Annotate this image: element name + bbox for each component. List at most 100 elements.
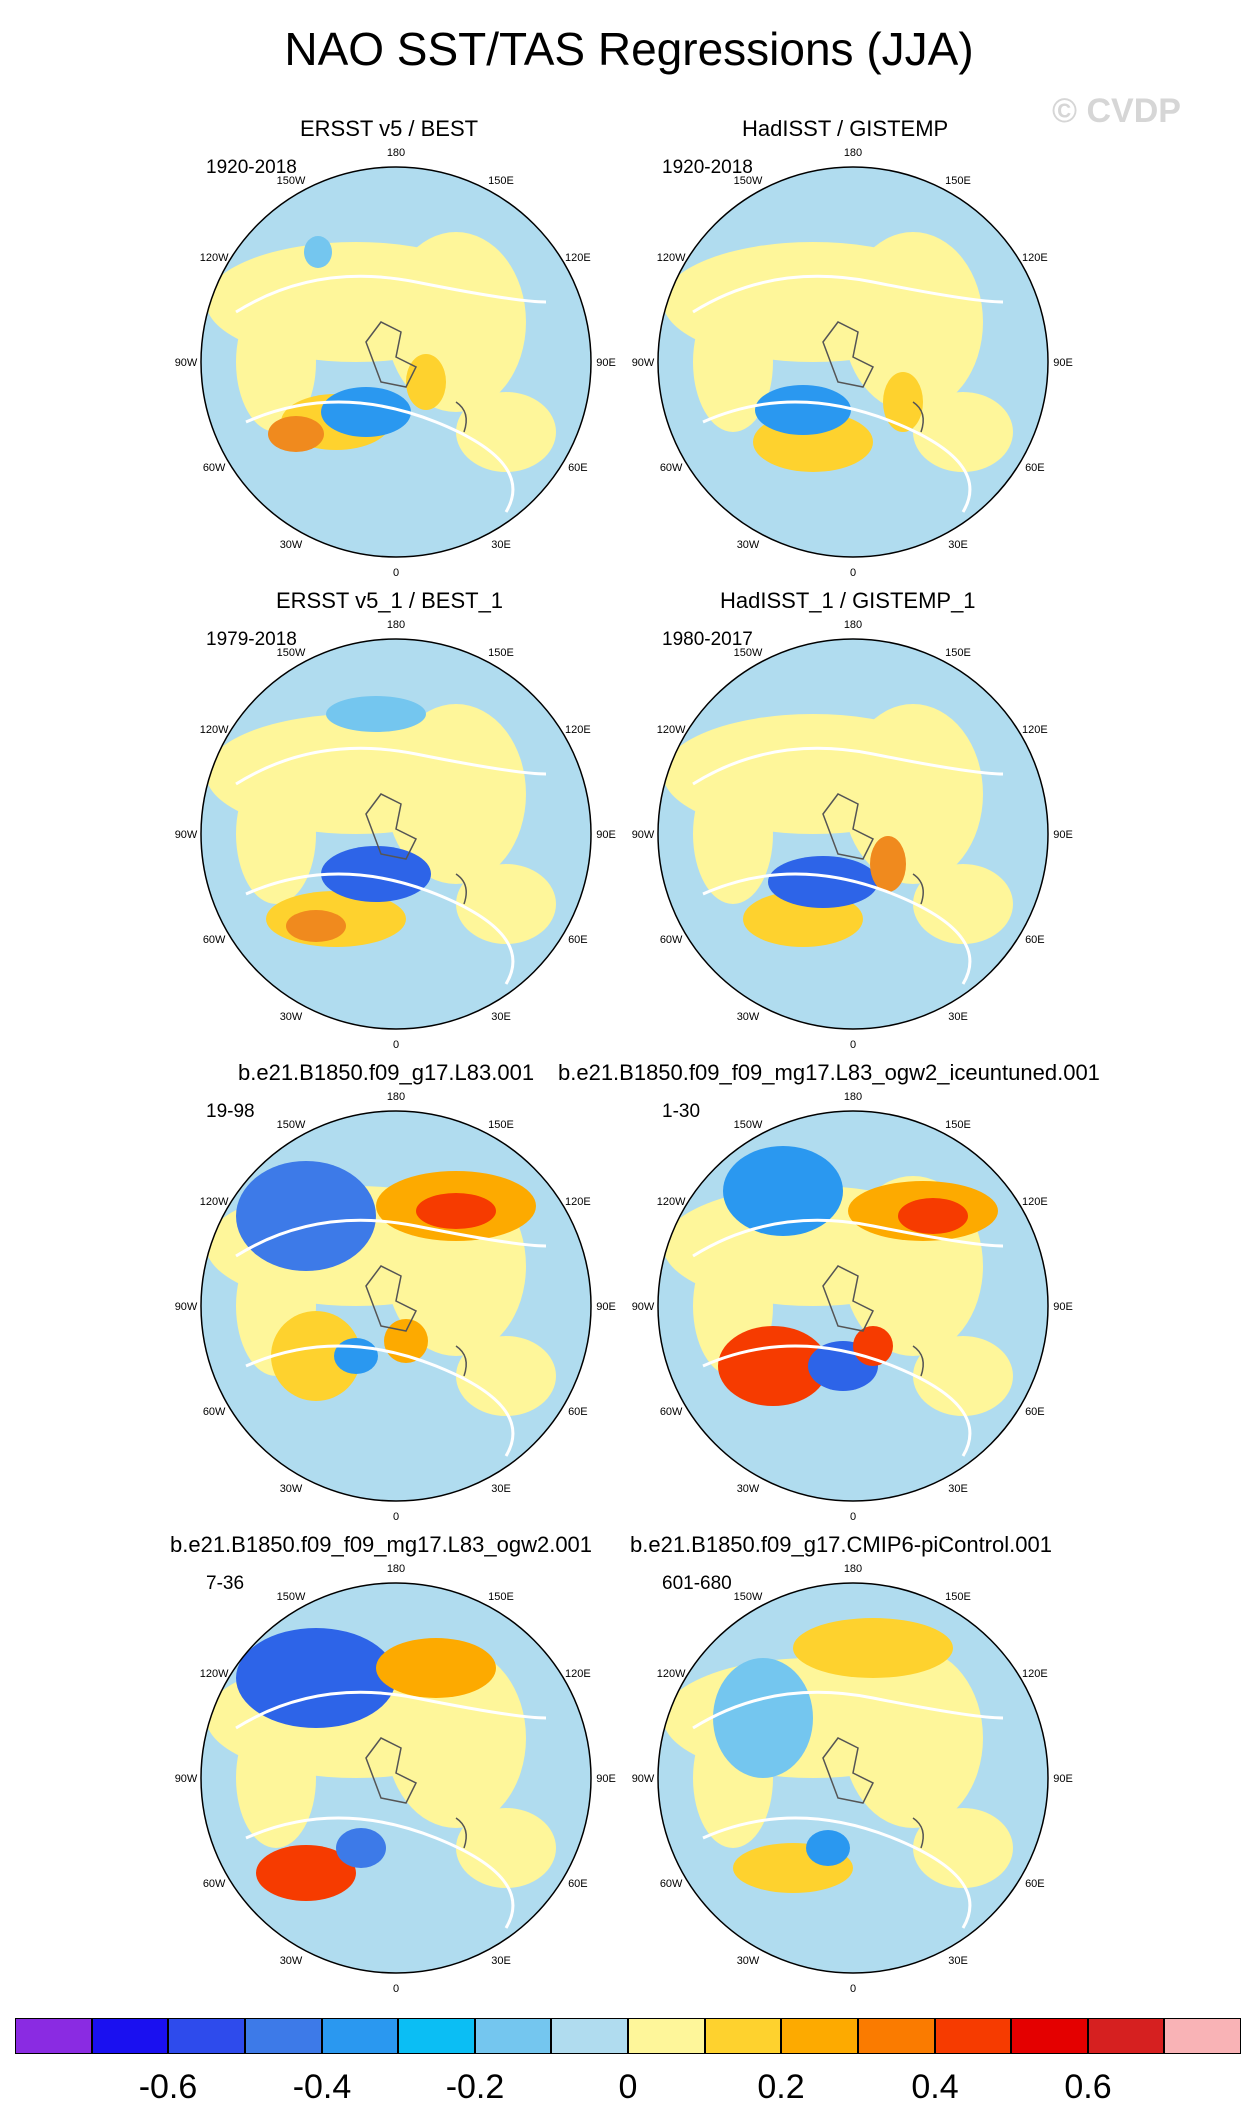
anomaly-contour-region [236,1161,376,1271]
coastline [365,321,418,388]
main-title: NAO SST/TAS Regressions (JJA) [284,23,974,75]
longitude-label: 60E [1025,1406,1045,1418]
colorbar-segment [1164,2018,1241,2054]
coastline [912,1345,924,1377]
period-label-1: 1920-2018 [206,157,297,178]
longitude-label: 150W [734,1591,763,1603]
anomaly-contour-region [416,1193,496,1229]
anomaly-contour-region [843,232,983,412]
anomaly-contour-region [693,764,773,904]
longitude-label: 30W [280,1483,303,1495]
longitude-label: 90E [596,829,616,841]
anomaly-contour-region [456,864,556,944]
anomaly-contour-region [256,1845,356,1901]
colorbar-segment [1087,2018,1165,2054]
period-label-3: 1979-2018 [206,629,297,650]
longitude-label: 90E [596,357,616,369]
longitude-label: 150E [945,647,971,659]
longitude-label: 150W [734,647,763,659]
period-label-6: 1-30 [662,1101,701,1122]
polar-map-4: 180 150E 120E 90E 60E 30E 0 30W 60W 90W 120W 150W [632,606,1073,1062]
longitude-label: 30E [948,1955,968,1967]
longitude-label: 30E [491,539,511,551]
longitude-label: 0 [850,1983,856,1995]
longitude-label: 120E [1022,252,1048,264]
longitude-label: 90W [175,829,198,841]
longitude-label: 120W [657,724,686,736]
longitude-label: 60W [203,462,226,474]
longitude-label: 150W [734,1119,763,1131]
coastline [822,321,875,388]
colorbar-segment [321,2018,399,2054]
polar-map-6: 180 150E 120E 90E 60E 30E 0 30W 60W 90W 120W 150W [632,1078,1073,1534]
polar-map-svg: 180 150E 120E 90E 60E 30E 0 30W 60W 90W 120W 150W [175,619,616,1051]
longitude-label: 30E [491,1011,511,1023]
polar-map-svg: 180 150E 120E 90E 60E 30E 0 30W 60W 90W 120W 150W [175,1091,616,1523]
longitude-label: 0 [393,1039,399,1051]
anomaly-contour-region [321,387,411,437]
map-boundary [657,166,1049,558]
polar-map-svg: 180 150E 120E 90E 60E 30E 0 30W 60W 90W 120W 150W [632,619,1073,1051]
coastline [235,1690,547,1730]
period-label-8: 601-680 [662,1573,732,1594]
anomaly-contour-region [406,354,446,410]
coastline [455,1345,467,1377]
longitude-label: 60W [660,462,683,474]
longitude-label: 30E [491,1483,511,1495]
coastline [245,400,515,513]
panel-title-7: b.e21.B1850.f09_f09_mg17.L83_ogw2.001 [170,1532,593,1557]
period-label-4: 1980-2017 [662,629,753,650]
anomaly-contour-region [755,385,851,435]
colorbar-segment [628,2018,705,2054]
longitude-label: 90E [1053,829,1073,841]
longitude-label: 120E [565,1196,591,1208]
longitude-label: 120E [1022,1668,1048,1680]
longitude-label: 120E [565,724,591,736]
map-boundary [200,166,592,558]
longitude-label: 60E [568,462,588,474]
longitude-label: 0 [393,1983,399,1995]
polar-map-1: 180 150E 120E 90E 60E 30E 0 30W 60W 90W 120W 150W [175,134,616,590]
longitude-label: 120E [1022,724,1048,736]
longitude-label: 120E [565,1668,591,1680]
longitude-label: 180 [387,1563,405,1575]
longitude-label: 90W [175,357,198,369]
coastline [692,1690,1004,1730]
longitude-label: 90E [1053,357,1073,369]
longitude-label: 60W [660,1406,683,1418]
coastline [912,401,924,433]
longitude-label: 60W [203,934,226,946]
colorbar-segment [1011,2018,1088,2054]
cvdp-watermark: © CVDP [1052,92,1181,130]
longitude-label: 180 [844,1091,862,1103]
longitude-label: 150W [277,1119,306,1131]
longitude-label: 30W [280,1955,303,1967]
anomaly-contour-region [268,416,324,452]
longitude-label: 120W [200,724,229,736]
map-boundary [657,1110,1049,1502]
longitude-label: 60W [203,1406,226,1418]
coastline [365,793,418,860]
longitude-label: 120W [657,1196,686,1208]
longitude-label: 90W [632,829,655,841]
coastline [455,401,467,433]
polar-map-svg: 180 150E 120E 90E 60E 30E 0 30W 60W 90W 120W 150W [632,1563,1073,1995]
colorbar-segment [857,2018,935,2054]
anomaly-contour-region [913,1336,1013,1416]
longitude-label: 60W [203,1878,226,1890]
longitude-label: 120W [200,1196,229,1208]
longitude-label: 30E [948,539,968,551]
longitude-label: 150W [277,647,306,659]
anomaly-contour-region [913,864,1013,944]
longitude-label: 60E [1025,934,1045,946]
longitude-label: 90W [175,1773,198,1785]
coastline [692,1218,1004,1258]
longitude-label: 0 [850,1039,856,1051]
anomaly-contour-region [870,836,906,892]
colorbar-segment [551,2018,628,2054]
anomaly-contour-region [236,1708,316,1848]
longitude-label: 0 [850,1511,856,1523]
coastline [235,746,547,786]
longitude-label: 30W [280,1011,303,1023]
anomaly-contour-region [376,1638,496,1698]
